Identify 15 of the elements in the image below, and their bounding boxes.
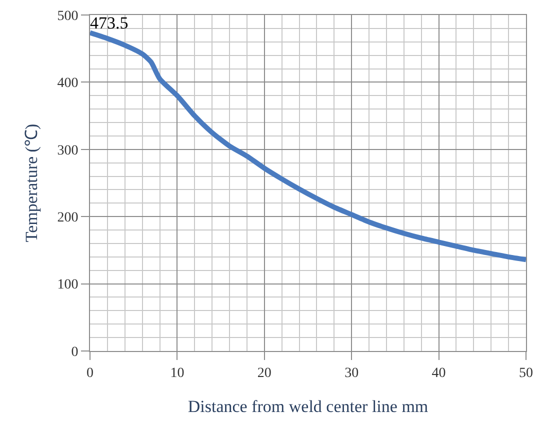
data-label: 473.5 <box>90 14 128 33</box>
x-tick-label: 10 <box>170 366 184 381</box>
y-axis-title: Temperature (℃) <box>22 124 41 242</box>
y-tick-label: 300 <box>57 143 78 158</box>
x-tick-label: 40 <box>432 366 446 381</box>
x-tick-label: 50 <box>519 366 533 381</box>
x-axis-title: Distance from weld center line mm <box>188 397 428 416</box>
y-tick-label: 200 <box>57 210 78 226</box>
x-tick-label: 30 <box>344 366 359 381</box>
y-tick-label: 500 <box>57 8 78 24</box>
x-tick-label: 0 <box>86 366 94 381</box>
x-tick-label: 20 <box>257 366 272 381</box>
y-tick-label: 0 <box>71 344 78 360</box>
y-tick-label: 100 <box>57 278 78 293</box>
y-tick-label: 400 <box>57 76 78 92</box>
